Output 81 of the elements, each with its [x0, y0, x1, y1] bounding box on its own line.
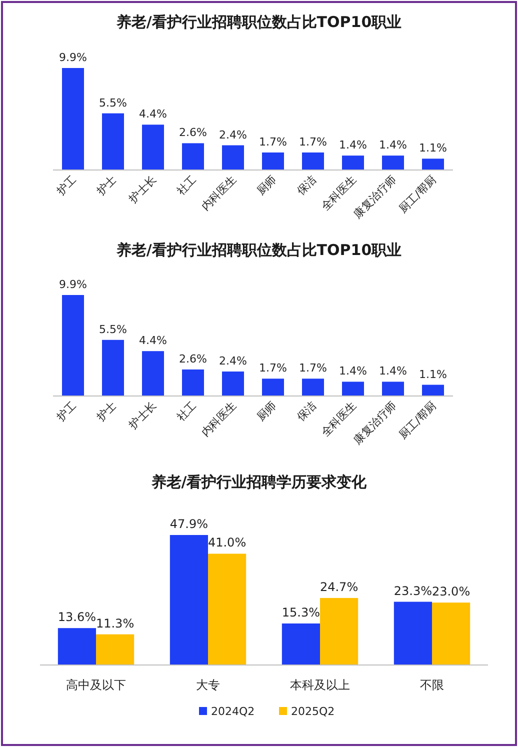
- data-label: 5.5%: [99, 96, 127, 110]
- bar: [342, 156, 364, 170]
- bar: [142, 124, 164, 170]
- data-label: 2.4%: [219, 354, 247, 368]
- data-label: 2.6%: [179, 352, 207, 366]
- data-label: 1.7%: [299, 362, 327, 375]
- data-label: 1.7%: [259, 135, 287, 148]
- data-label: 1.4%: [339, 138, 367, 152]
- x-tick-label: 厨工/帮厨: [396, 172, 440, 216]
- x-tick-label: 护士长: [126, 172, 160, 206]
- x-tick-label: 保洁: [294, 398, 320, 424]
- legend-label: 2025Q2: [291, 705, 335, 718]
- data-label: 47.9%: [170, 517, 208, 531]
- x-tick-label: 保洁: [294, 172, 320, 198]
- bar: [382, 156, 404, 170]
- bar: [302, 152, 324, 170]
- legend-label: 2024Q2: [211, 705, 255, 718]
- bar: [382, 382, 404, 396]
- data-label: 13.6%: [58, 610, 96, 624]
- x-tick-label: 内科医生: [198, 398, 240, 440]
- bar: [320, 598, 358, 665]
- x-tick-label: 本科及以上: [290, 678, 350, 692]
- bar: [422, 384, 444, 396]
- bar: [422, 158, 444, 170]
- data-label: 4.4%: [139, 108, 167, 121]
- bar: [222, 145, 244, 170]
- bar: [262, 378, 284, 396]
- data-label: 2.6%: [179, 126, 207, 140]
- bar: [62, 295, 84, 396]
- x-tick-label: 社工: [174, 398, 200, 424]
- data-label: 23.3%: [394, 584, 432, 598]
- x-tick-label: 护工: [54, 398, 80, 424]
- data-label: 9.9%: [59, 278, 87, 291]
- x-tick-label: 社工: [174, 172, 200, 198]
- bar: [182, 143, 204, 170]
- data-label: 1.7%: [299, 135, 327, 148]
- data-label: 1.4%: [379, 138, 407, 152]
- bar: [394, 602, 432, 665]
- bar: [182, 369, 204, 396]
- data-label: 4.4%: [139, 334, 167, 348]
- data-label: 15.3%: [282, 605, 320, 620]
- data-label: 1.1%: [419, 368, 447, 381]
- bar: [170, 535, 208, 665]
- x-tick-label: 不限: [420, 678, 444, 692]
- x-tick-label: 护士: [94, 172, 120, 198]
- bar: [62, 68, 84, 170]
- data-label: 1.1%: [419, 142, 447, 155]
- x-tick-label: 厨工/帮厨: [396, 398, 440, 442]
- bar: [102, 113, 124, 170]
- data-label: 1.7%: [259, 362, 287, 375]
- data-label: 1.4%: [379, 364, 407, 378]
- data-label: 9.9%: [59, 51, 87, 64]
- bar: [262, 152, 284, 170]
- chart-title: 养老/看护行业招聘学历要求变化: [150, 473, 368, 491]
- data-label: 2.4%: [219, 128, 247, 142]
- bar: [102, 340, 124, 396]
- x-tick-label: 厨师: [254, 398, 280, 424]
- data-label: 41.0%: [208, 536, 246, 550]
- bar: [282, 623, 320, 665]
- x-tick-label: 护士长: [126, 398, 160, 432]
- bar: [302, 378, 324, 396]
- data-label: 24.7%: [320, 580, 358, 594]
- data-label: 11.3%: [96, 616, 134, 630]
- data-label: 5.5%: [99, 322, 127, 336]
- bar: [432, 602, 470, 665]
- bar: [342, 382, 364, 396]
- x-tick-label: 护工: [54, 172, 80, 198]
- x-tick-label: 护士: [94, 398, 120, 424]
- bar: [222, 372, 244, 396]
- chart-title: 养老/看护行业招聘职位数占比TOP10职业: [115, 13, 402, 31]
- x-tick-label: 内科医生: [198, 172, 240, 214]
- data-label: 23.0%: [432, 584, 470, 599]
- chart-title: 养老/看护行业招聘职位数占比TOP10职业: [115, 241, 402, 259]
- bar: [142, 351, 164, 396]
- bar: [208, 554, 246, 665]
- x-tick-label: 厨师: [254, 172, 280, 198]
- x-tick-label: 大专: [196, 678, 220, 692]
- x-tick-label: 高中及以下: [66, 678, 126, 692]
- bar: [58, 628, 96, 665]
- data-label: 1.4%: [339, 364, 367, 378]
- bar: [96, 634, 134, 665]
